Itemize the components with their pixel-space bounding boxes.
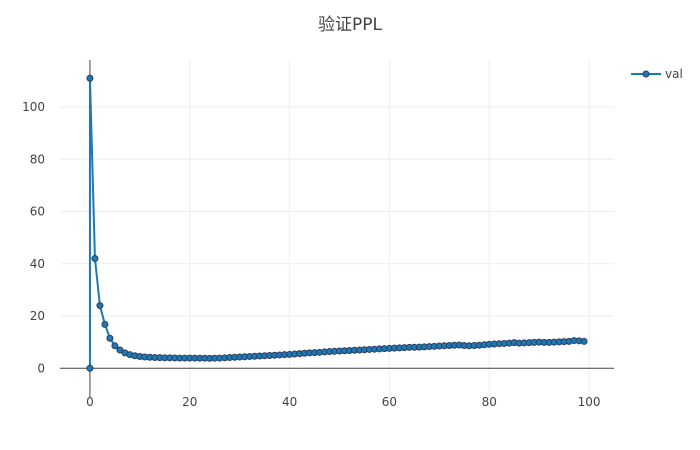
data-point (86, 74, 94, 82)
data-point (91, 255, 99, 263)
series-layer (86, 74, 588, 372)
axes (60, 60, 614, 397)
y-tick-label: 0 (37, 361, 45, 375)
series-line-val (88, 77, 585, 369)
x-tick-label: 20 (182, 395, 197, 409)
data-point (106, 334, 114, 342)
data-point (96, 302, 104, 310)
y-tick-label: 60 (30, 205, 45, 219)
x-tick-label: 60 (382, 395, 397, 409)
legend[interactable]: val (631, 67, 683, 81)
legend-label[interactable]: val (665, 67, 683, 81)
x-tick-label: 80 (482, 395, 497, 409)
data-point (580, 337, 588, 345)
data-point (101, 320, 109, 328)
y-tick-label: 40 (30, 257, 45, 271)
gridlines (60, 60, 614, 397)
x-tick-label: 40 (282, 395, 297, 409)
legend-marker (642, 70, 650, 78)
data-point (111, 342, 119, 350)
chart-title: 验证PPL (318, 15, 383, 35)
x-tick-label: 100 (578, 395, 601, 409)
y-tick-label: 20 (30, 309, 45, 323)
tick-labels: 0 20 40 60 80 100 0 20 40 60 80 100 (22, 100, 600, 409)
y-tick-label: 80 (30, 152, 45, 166)
x-tick-label: 0 (86, 395, 94, 409)
y-tick-label: 100 (22, 100, 45, 114)
data-point (86, 364, 94, 372)
